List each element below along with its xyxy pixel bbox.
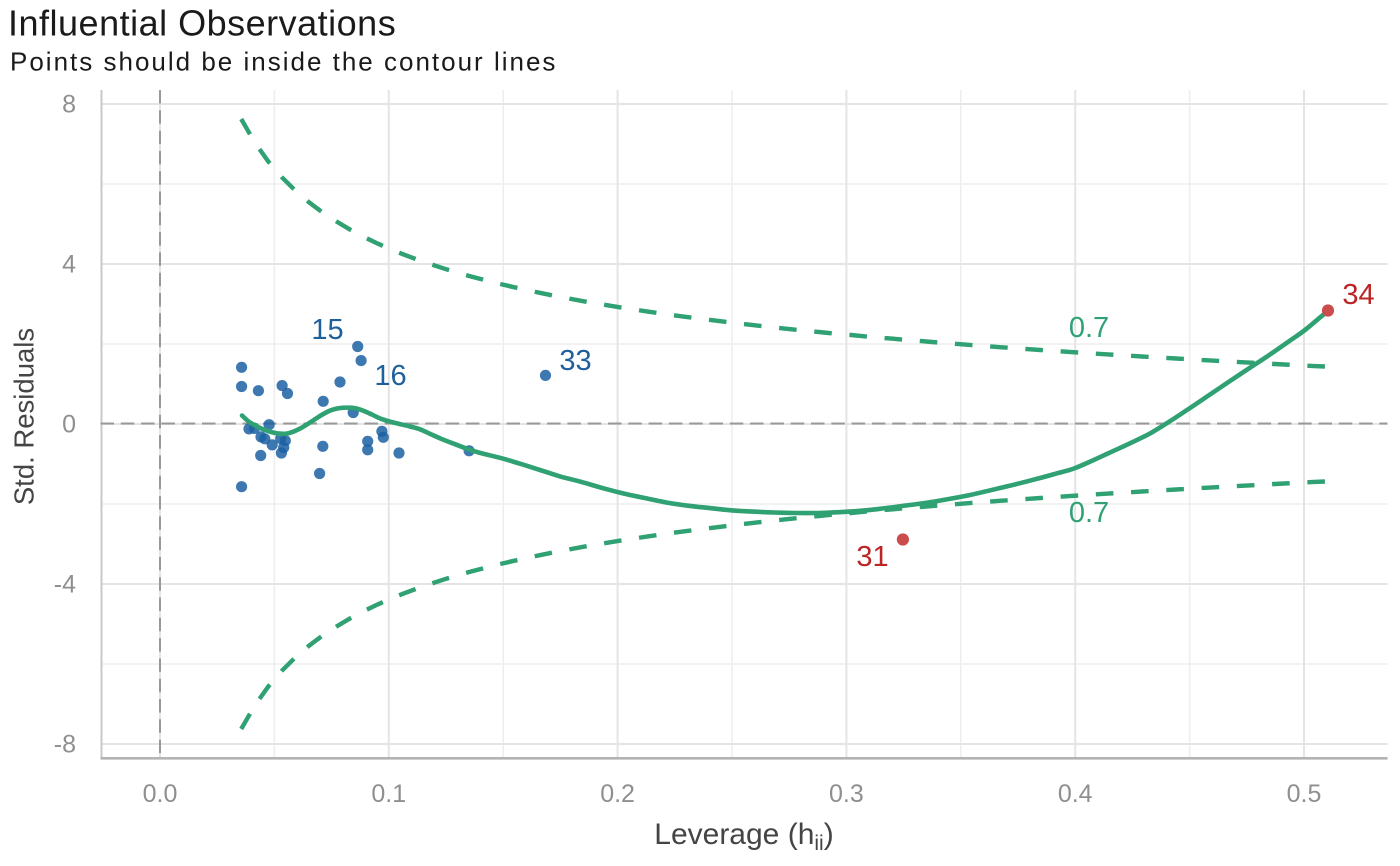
svg-text:Influential Observations: Influential Observations bbox=[8, 3, 396, 44]
svg-text:16: 16 bbox=[374, 360, 406, 392]
svg-text:-4: -4 bbox=[54, 571, 76, 599]
svg-text:0: 0 bbox=[62, 411, 76, 439]
svg-text:Points should be inside the co: Points should be inside the contour line… bbox=[10, 47, 557, 77]
svg-text:0.0: 0.0 bbox=[143, 780, 178, 808]
svg-text:15: 15 bbox=[311, 314, 343, 346]
svg-text:0.7: 0.7 bbox=[1069, 312, 1109, 344]
svg-text:33: 33 bbox=[559, 345, 591, 377]
svg-text:Std. Residuals: Std. Residuals bbox=[9, 328, 40, 505]
svg-text:Leverage (hii): Leverage (hii) bbox=[654, 818, 833, 855]
svg-text:0.1: 0.1 bbox=[371, 780, 406, 808]
svg-text:0.5: 0.5 bbox=[1287, 780, 1322, 808]
svg-text:-8: -8 bbox=[54, 731, 76, 759]
svg-text:0.2: 0.2 bbox=[600, 780, 635, 808]
svg-text:8: 8 bbox=[62, 91, 76, 119]
svg-text:0.7: 0.7 bbox=[1069, 497, 1109, 529]
svg-text:4: 4 bbox=[62, 251, 76, 279]
svg-text:34: 34 bbox=[1342, 279, 1374, 311]
svg-text:31: 31 bbox=[856, 541, 888, 573]
svg-text:0.4: 0.4 bbox=[1058, 780, 1093, 808]
svg-text:0.3: 0.3 bbox=[829, 780, 864, 808]
